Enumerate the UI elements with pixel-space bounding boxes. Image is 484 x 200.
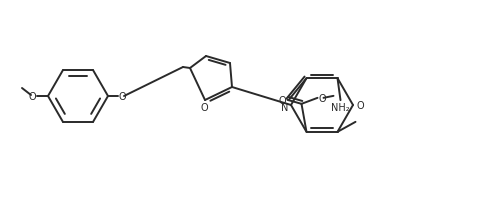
Text: O: O [279, 95, 287, 105]
Text: O: O [119, 92, 126, 101]
Text: O: O [318, 93, 326, 103]
Text: O: O [28, 92, 36, 101]
Text: O: O [356, 100, 364, 110]
Text: NH₂: NH₂ [331, 103, 350, 113]
Text: N: N [281, 103, 288, 113]
Text: O: O [200, 102, 208, 112]
